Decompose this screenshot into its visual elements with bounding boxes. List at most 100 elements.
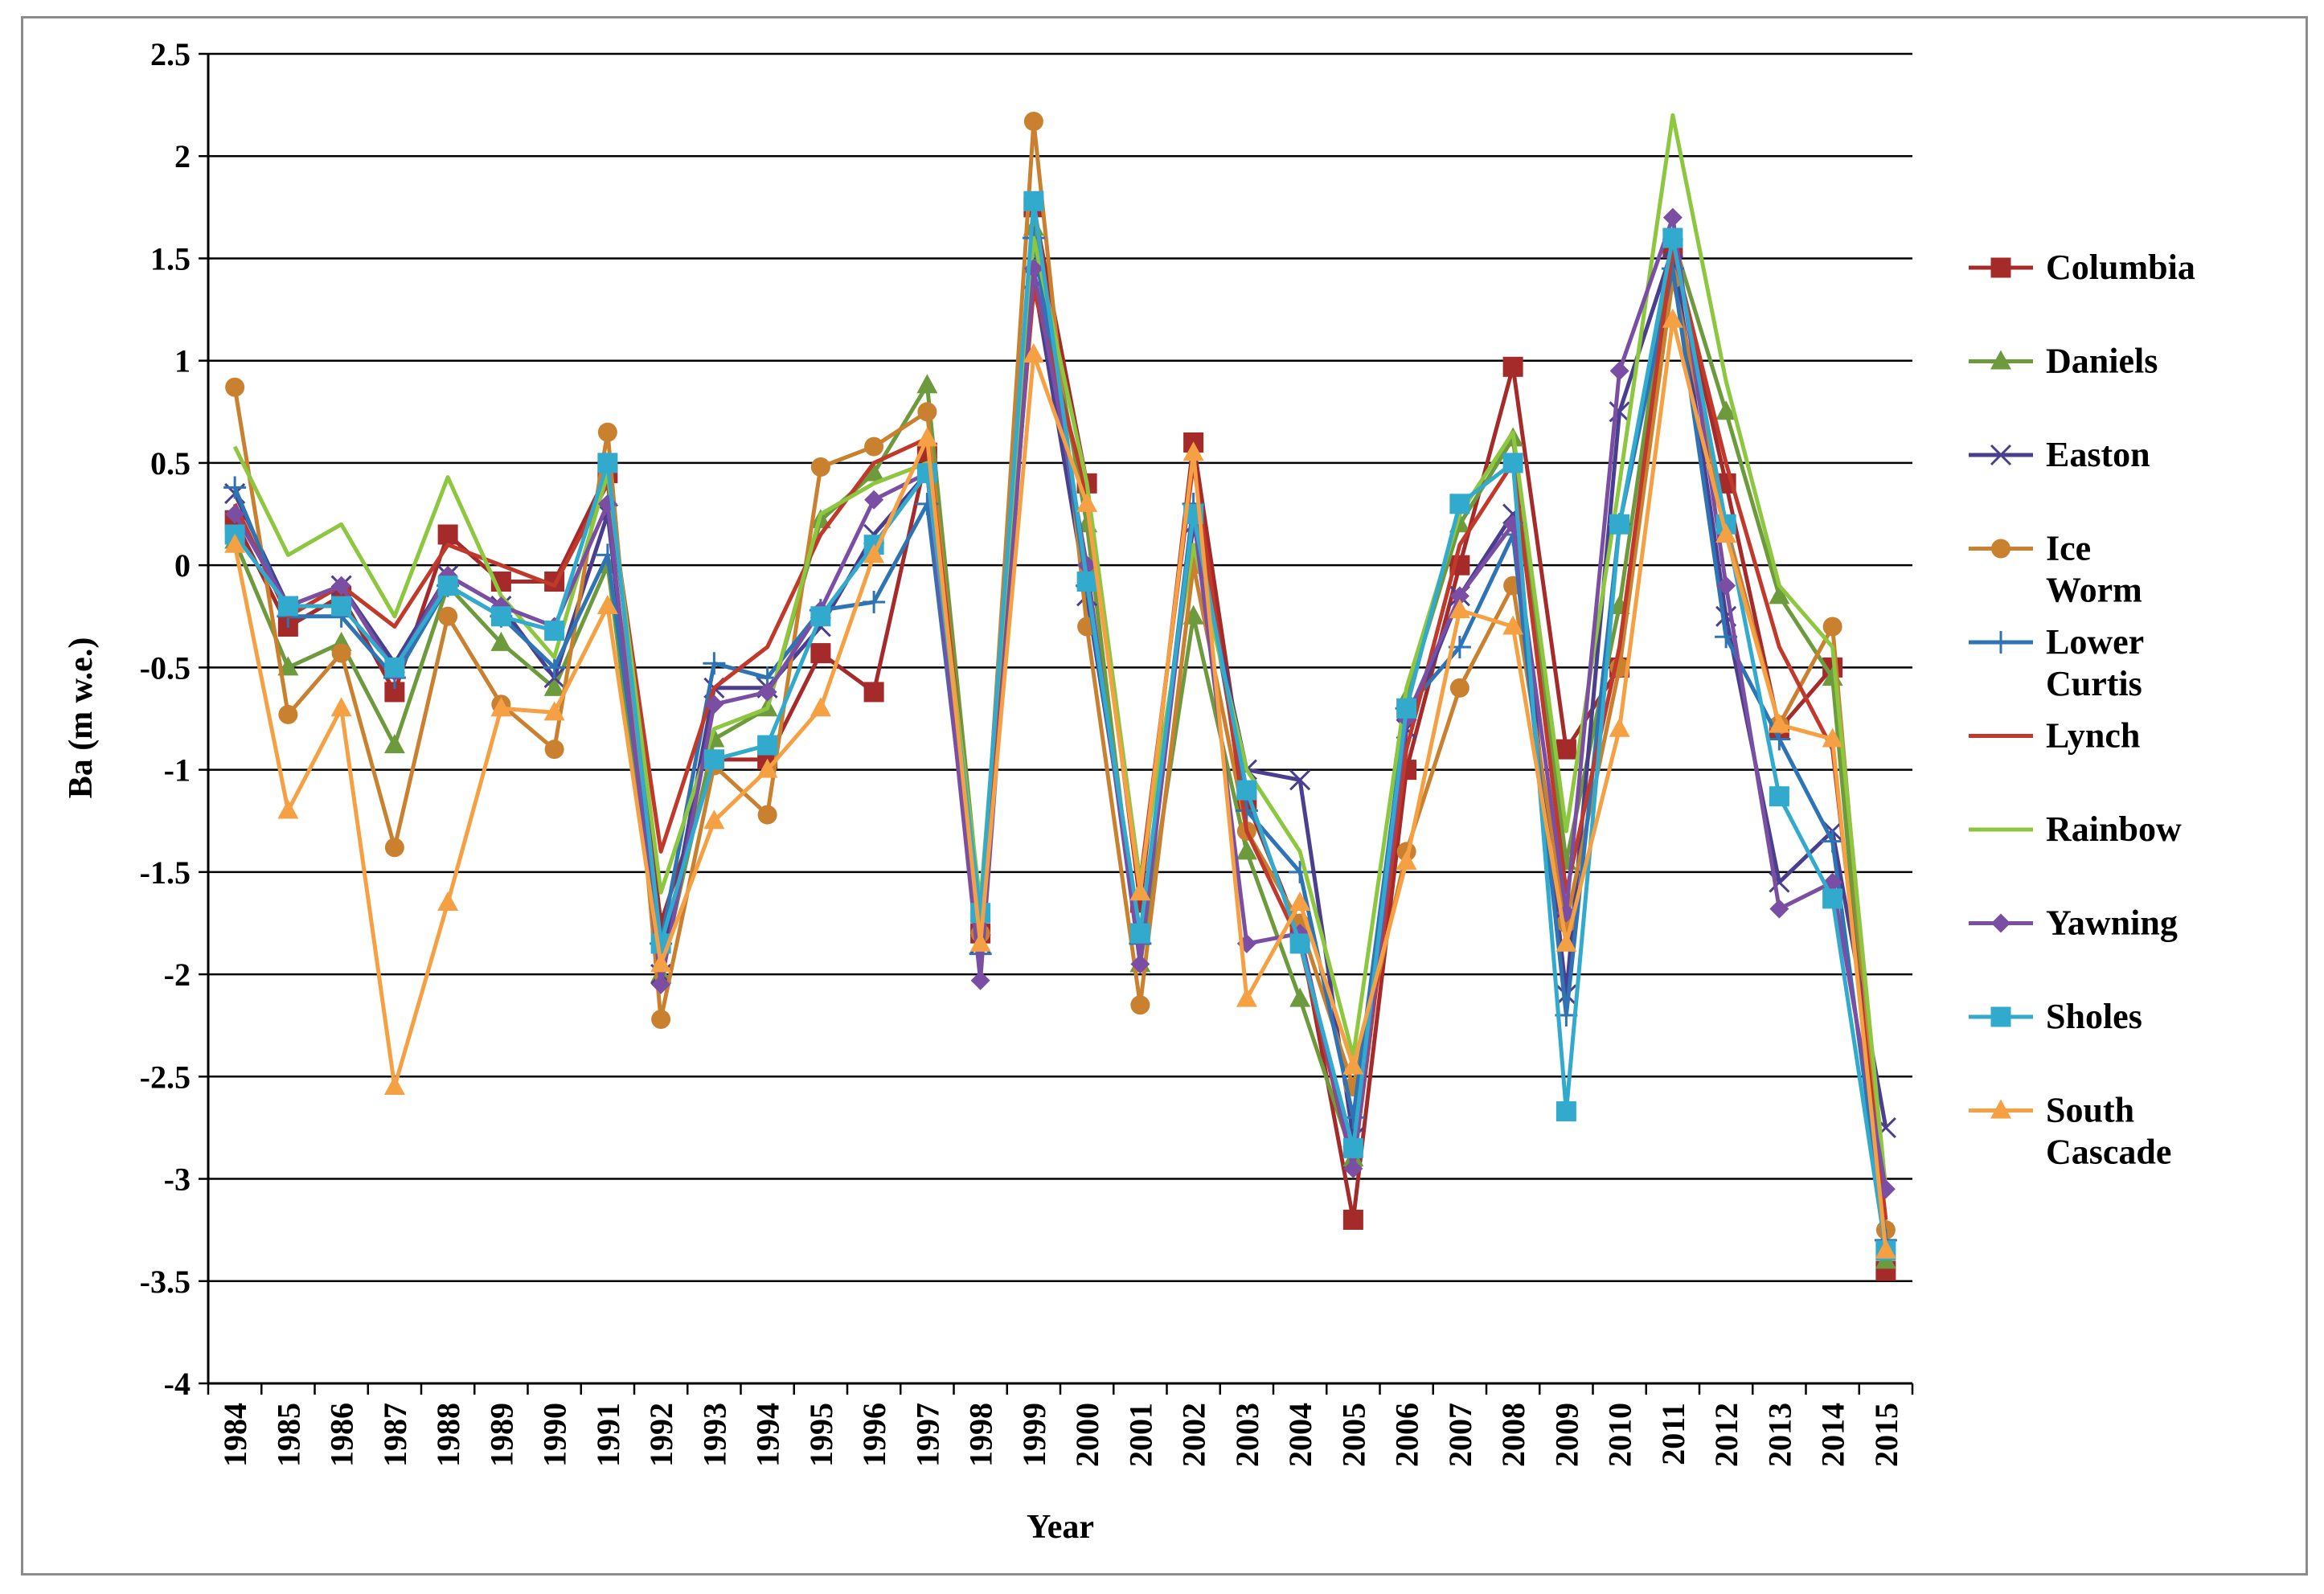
data-point-lower-curtis bbox=[543, 656, 566, 679]
data-point-sholes bbox=[437, 576, 458, 596]
data-point-south-cascade bbox=[703, 809, 725, 830]
legend-marker bbox=[1990, 1006, 2011, 1027]
legend-item-easton: Easton bbox=[1969, 435, 2150, 474]
data-point-sholes bbox=[810, 606, 831, 627]
y-tick-label: -1 bbox=[164, 752, 191, 789]
data-point-sholes bbox=[1129, 923, 1150, 944]
data-point-south-cascade bbox=[543, 701, 565, 721]
data-point-south-cascade bbox=[1609, 717, 1630, 737]
data-point-daniels bbox=[1236, 840, 1257, 860]
data-point-sholes bbox=[1023, 191, 1044, 211]
data-point-sholes bbox=[331, 596, 352, 617]
data-point-south-cascade bbox=[277, 799, 299, 819]
legend-item-rainbow: Rainbow bbox=[1969, 809, 2182, 849]
legend-item-south-cascade: South Cascade bbox=[1969, 1091, 2171, 1172]
data-point-south-cascade bbox=[1769, 713, 1790, 733]
x-tick-label: 2001 bbox=[1122, 1403, 1158, 1467]
x-tick-label: 2015 bbox=[1868, 1403, 1904, 1467]
legend: Columbia Daniels Easton Ice Worm Lower Curtis L… bbox=[1969, 248, 2195, 1172]
data-point-sholes bbox=[1236, 780, 1257, 801]
data-point-south-cascade bbox=[863, 543, 885, 563]
data-point-daniels bbox=[1289, 987, 1311, 1007]
data-point-south-cascade bbox=[1236, 987, 1257, 1007]
line-chart: 2.5 2 1.5 1 0.5 0 -0.5 -1 -1.5 -2 -2.5 -3 -3.5 -4 1984… bbox=[63, 36, 2195, 1546]
data-point-south-cascade bbox=[1023, 343, 1044, 363]
y-tick-label: 0.5 bbox=[150, 445, 191, 481]
data-point-sholes bbox=[1609, 514, 1630, 535]
data-point-ice-worm bbox=[757, 805, 777, 825]
x-tick-label: 2011 bbox=[1655, 1403, 1691, 1465]
data-point-south-cascade bbox=[916, 427, 938, 447]
x-tick-label: 2010 bbox=[1602, 1403, 1638, 1467]
x-tick-label: 2002 bbox=[1176, 1403, 1212, 1467]
y-tick-label: -3 bbox=[164, 1162, 191, 1198]
data-point-lower-curtis bbox=[703, 652, 726, 675]
legend-marker bbox=[1991, 913, 2010, 933]
data-point-daniels bbox=[863, 461, 885, 481]
data-point-south-cascade bbox=[1182, 441, 1204, 461]
legend-marker bbox=[1990, 257, 2011, 278]
series-sholes bbox=[224, 191, 1896, 1261]
data-point-lower-curtis bbox=[1821, 830, 1844, 853]
y-tick-label: 1 bbox=[174, 343, 191, 379]
legend-item-columbia: Columbia bbox=[1969, 248, 2195, 287]
legend-marker bbox=[1990, 631, 2012, 654]
series-lines bbox=[223, 111, 1897, 1281]
y-tick-label: 0 bbox=[174, 547, 191, 584]
data-point-sholes bbox=[1449, 494, 1470, 514]
x-tick-label: 2013 bbox=[1761, 1403, 1797, 1467]
data-point-sholes bbox=[1076, 572, 1097, 592]
data-point-south-cascade bbox=[1342, 1055, 1364, 1075]
data-point-south-cascade bbox=[1662, 308, 1683, 328]
x-tick-label: 1997 bbox=[909, 1403, 945, 1467]
data-point-sholes bbox=[490, 606, 511, 627]
y-tick-label: 2 bbox=[174, 138, 191, 174]
data-point-yawning bbox=[970, 970, 990, 990]
x-tick-label: 2004 bbox=[1282, 1403, 1318, 1467]
data-point-yawning bbox=[331, 576, 351, 596]
y-axis-title: Ba (m w.e.) bbox=[63, 637, 100, 799]
data-point-yawning bbox=[225, 504, 245, 524]
data-point-sholes bbox=[1396, 698, 1417, 719]
data-point-sholes bbox=[916, 463, 937, 484]
x-tick-label: 1988 bbox=[430, 1403, 466, 1467]
series-line-ice-worm bbox=[232, 119, 1888, 1231]
legend-marker bbox=[1990, 350, 2011, 370]
x-tick-label: 1987 bbox=[377, 1403, 413, 1467]
data-point-ice-worm bbox=[544, 740, 564, 760]
data-point-ice-worm bbox=[917, 402, 937, 422]
data-point-ice-worm bbox=[225, 377, 245, 397]
data-point-south-cascade bbox=[1396, 850, 1417, 871]
data-point-yawning bbox=[1716, 576, 1736, 596]
x-tick-label: 2006 bbox=[1389, 1403, 1425, 1467]
data-point-south-cascade bbox=[330, 697, 352, 717]
data-point-yawning bbox=[1769, 899, 1789, 919]
y-tick-label: -1.5 bbox=[140, 854, 191, 891]
legend-marker bbox=[1990, 1099, 2011, 1119]
x-tick-label: 2003 bbox=[1229, 1403, 1265, 1467]
x-tick-label: 1991 bbox=[590, 1403, 626, 1467]
data-point-yawning bbox=[1130, 954, 1150, 974]
data-point-sholes bbox=[384, 657, 405, 678]
data-point-south-cascade bbox=[756, 758, 778, 778]
chart-frame: 2.5 2 1.5 1 0.5 0 -0.5 -1 -1.5 -2 -2.5 -3 -3.5 -4 1984… bbox=[21, 16, 2308, 1576]
series-line-south-cascade bbox=[232, 318, 1888, 1251]
y-tick-label: -0.5 bbox=[140, 649, 191, 686]
x-tick-label: 2009 bbox=[1548, 1403, 1584, 1467]
data-point-ice-worm bbox=[864, 436, 884, 457]
data-point-daniels bbox=[1769, 584, 1790, 604]
x-tick-label: 1998 bbox=[963, 1403, 999, 1467]
data-point-ice-worm bbox=[278, 704, 298, 724]
data-point-daniels bbox=[916, 374, 938, 394]
x-tick-label: 1992 bbox=[643, 1403, 679, 1467]
x-tick-label: 2007 bbox=[1442, 1403, 1478, 1467]
data-point-yawning bbox=[1609, 361, 1629, 381]
data-point-sholes bbox=[1769, 786, 1789, 807]
legend-item-yawning: Yawning bbox=[1969, 904, 2178, 943]
legend-label: Easton bbox=[2046, 435, 2150, 474]
series-south-cascade bbox=[224, 308, 1896, 1259]
data-point-ice-worm bbox=[331, 643, 351, 663]
data-point-sholes bbox=[1662, 227, 1683, 248]
y-tick-label: -3.5 bbox=[140, 1264, 191, 1300]
data-point-south-cascade bbox=[224, 533, 246, 553]
